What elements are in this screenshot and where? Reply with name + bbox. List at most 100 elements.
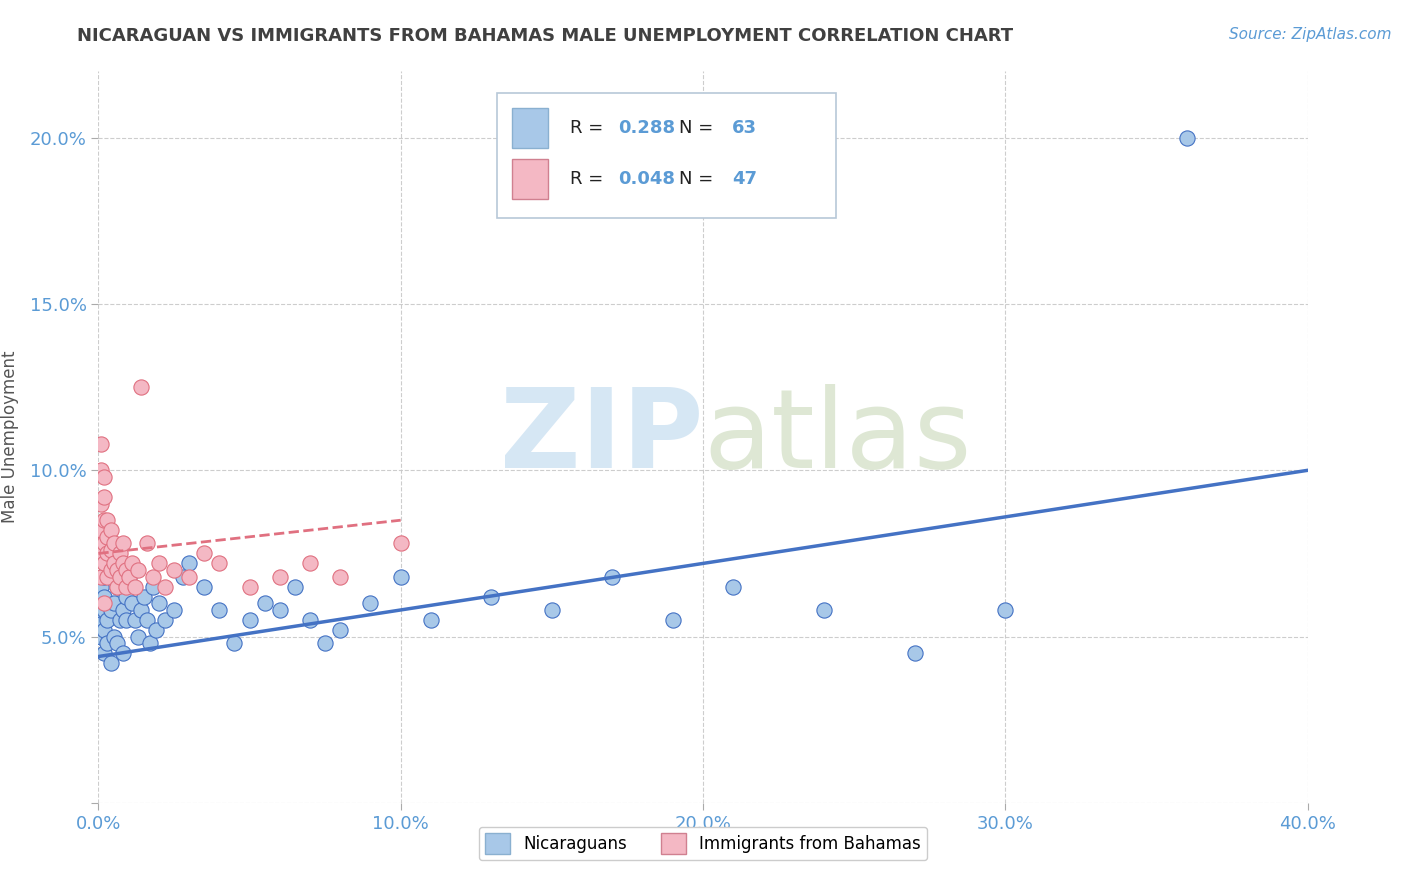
Point (172, 570, 194, 584)
Text: 47: 47 (733, 169, 756, 188)
Point (602, 570, 624, 584)
Text: Source: ZipAtlas.com: Source: ZipAtlas.com (1229, 27, 1392, 42)
Point (118, 570, 141, 584)
Point (114, 590, 136, 604)
Point (239, 613, 262, 627)
Point (163, 563, 186, 577)
Point (108, 570, 131, 584)
Point (208, 603, 231, 617)
Point (904, 646, 927, 660)
Point (90, 630, 112, 644)
Point (723, 580, 745, 594)
Point (142, 570, 165, 584)
Point (93, 623, 115, 637)
Point (127, 630, 149, 644)
Text: atlas: atlas (703, 384, 972, 491)
Point (93, 646, 115, 660)
Point (103, 630, 125, 644)
Point (93, 513, 115, 527)
Point (111, 557, 134, 571)
Point (105, 563, 128, 577)
Point (93, 557, 115, 571)
Point (1175, 131, 1198, 145)
Point (127, 563, 149, 577)
Point (124, 580, 146, 594)
Point (148, 557, 170, 571)
Point (389, 570, 412, 584)
Point (193, 546, 215, 560)
Point (96, 636, 118, 650)
Y-axis label: Male Unemployment: Male Unemployment (0, 351, 18, 524)
Point (994, 603, 1017, 617)
Point (269, 603, 291, 617)
Point (100, 523, 122, 537)
Point (111, 646, 134, 660)
Point (96, 546, 118, 560)
Point (93, 603, 115, 617)
Point (100, 656, 122, 670)
Point (105, 580, 128, 594)
Point (132, 590, 155, 604)
Point (90, 497, 112, 511)
Point (121, 557, 143, 571)
Point (90, 603, 112, 617)
Point (314, 636, 336, 650)
Point (153, 613, 176, 627)
Point (208, 557, 231, 571)
Point (163, 603, 186, 617)
Point (90, 546, 112, 560)
Point (114, 580, 136, 594)
Point (481, 590, 503, 604)
Point (114, 613, 136, 627)
Text: N =: N = (679, 169, 718, 188)
Point (124, 613, 146, 627)
Point (179, 557, 201, 571)
Point (90, 570, 112, 584)
Point (329, 623, 352, 637)
Text: R =: R = (569, 169, 609, 188)
Point (90, 436, 112, 450)
Point (145, 623, 167, 637)
Point (142, 580, 165, 594)
Point (90, 580, 112, 594)
Point (93, 470, 115, 484)
Point (118, 570, 141, 584)
Point (148, 596, 170, 610)
Point (540, 603, 562, 617)
Point (96, 613, 118, 627)
Point (139, 636, 162, 650)
Point (103, 596, 125, 610)
Point (100, 557, 122, 571)
Point (813, 603, 835, 617)
Point (193, 580, 215, 594)
Text: R =: R = (569, 119, 609, 136)
Point (299, 557, 322, 571)
Point (96, 570, 118, 584)
Point (360, 596, 382, 610)
Point (100, 603, 122, 617)
Point (105, 580, 128, 594)
Point (111, 603, 134, 617)
Legend: Nicaraguans, Immigrants from Bahamas: Nicaraguans, Immigrants from Bahamas (478, 827, 928, 860)
Text: 0.288: 0.288 (619, 119, 675, 136)
Point (111, 536, 134, 550)
Point (153, 580, 176, 594)
Point (129, 380, 152, 394)
Point (93, 590, 115, 604)
Text: NICARAGUAN VS IMMIGRANTS FROM BAHAMAS MALE UNEMPLOYMENT CORRELATION CHART: NICARAGUAN VS IMMIGRANTS FROM BAHAMAS MA… (77, 27, 1014, 45)
Point (93, 570, 115, 584)
Point (90, 463, 112, 477)
Point (105, 636, 128, 650)
Point (253, 596, 276, 610)
Text: 63: 63 (733, 119, 756, 136)
Point (100, 543, 122, 558)
Point (96, 513, 118, 527)
Point (108, 570, 131, 584)
Point (96, 530, 118, 544)
Point (103, 557, 125, 571)
Point (100, 563, 122, 577)
Point (90, 523, 112, 537)
Point (108, 546, 131, 560)
Point (90, 596, 112, 610)
Point (93, 490, 115, 504)
